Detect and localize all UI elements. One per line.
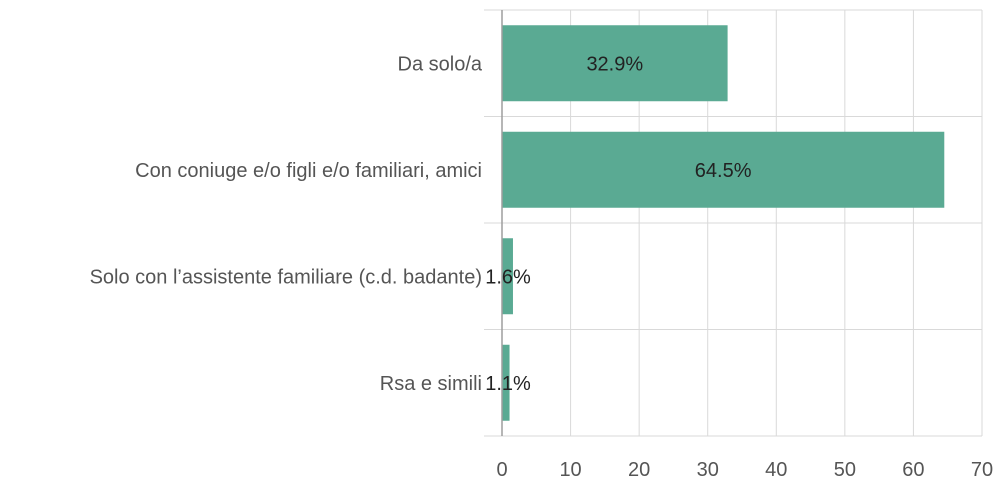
x-tick-label: 0 [496,459,507,481]
bar [502,25,728,102]
category-label: Rsa e simili [380,373,482,395]
labels: Da solo/a Con coniuge e/o figli e/o famil… [90,53,994,481]
bar [502,344,510,421]
bar [502,131,945,208]
data-label: 32.9% [586,53,643,75]
category-label: Da solo/a [398,53,483,75]
x-tick-label: 10 [559,459,581,481]
x-tick-label: 20 [628,459,650,481]
data-label: 64.5% [695,160,752,182]
x-tick-label: 50 [834,459,856,481]
x-tick-label: 30 [697,459,719,481]
data-label: 1.6% [485,266,531,288]
bar [502,238,513,315]
data-label: 1.1% [485,373,531,395]
x-tick-label: 60 [902,459,924,481]
category-label: Solo con l’assistente familiare (c.d. ba… [90,266,482,288]
category-label: Con coniuge e/o figli e/o familiari, ami… [135,160,482,182]
bars [502,25,945,421]
x-tick-label: 70 [971,459,993,481]
x-tick-label: 40 [765,459,787,481]
